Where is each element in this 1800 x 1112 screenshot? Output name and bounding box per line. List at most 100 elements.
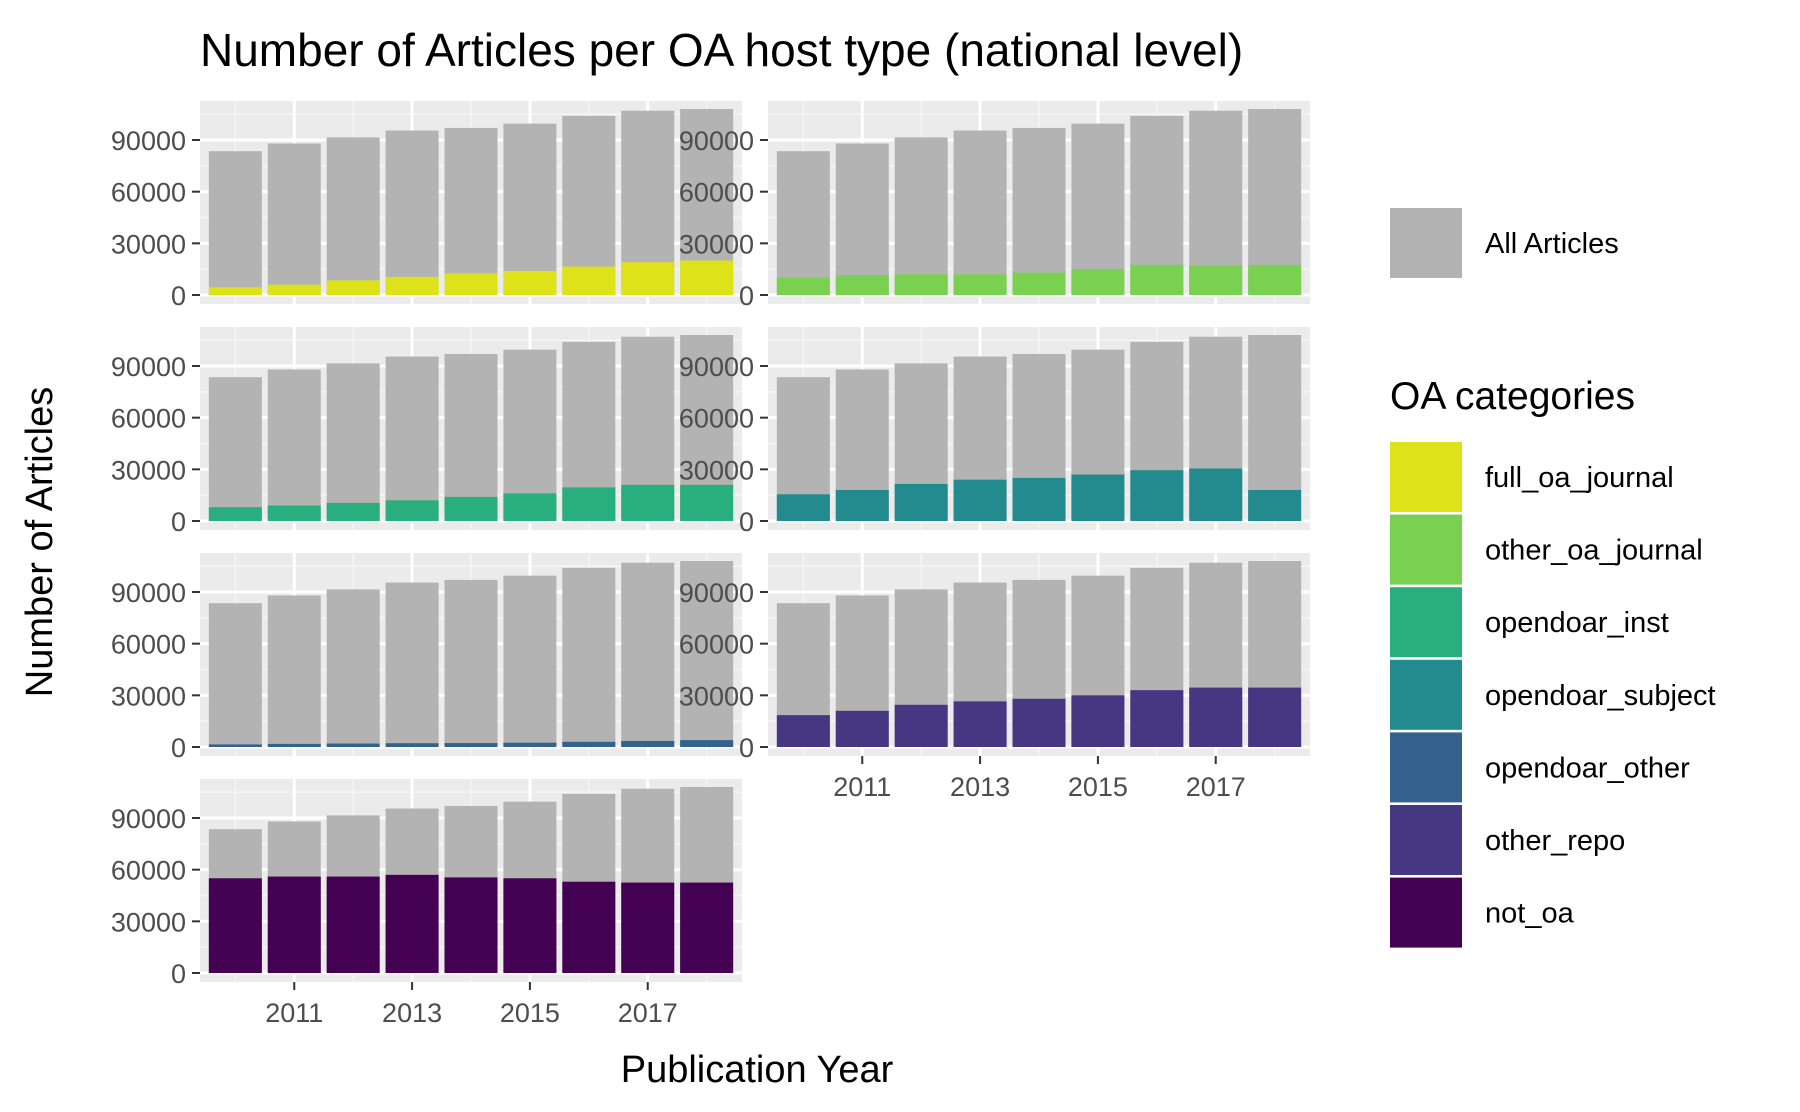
bar-full_oa_journal-2011 xyxy=(267,284,321,295)
bar-other_oa_journal-2012 xyxy=(894,274,948,295)
bar-all-articles-2010 xyxy=(776,151,830,295)
y-tick-label: 30000 xyxy=(111,455,186,485)
y-tick-label: 90000 xyxy=(111,804,186,834)
y-tick-label: 90000 xyxy=(111,352,186,382)
y-tick-label: 30000 xyxy=(679,455,754,485)
facet-panel-other_oa_journal: 0 30000 60000 90000 xyxy=(679,101,1310,311)
bar-not_oa-2017 xyxy=(621,882,675,973)
bar-other_repo-2011 xyxy=(835,710,889,747)
bar-all-articles-2010 xyxy=(208,151,262,295)
bar-full_oa_journal-2010 xyxy=(208,287,262,295)
bar-full_oa_journal-2017 xyxy=(621,262,675,295)
bar-opendoar_inst-2015 xyxy=(503,493,557,521)
x-axis-title: Publication Year xyxy=(621,1049,894,1091)
bar-all-articles-2017 xyxy=(621,562,675,747)
y-tick-label: 90000 xyxy=(679,352,754,382)
bar-opendoar_other-2012 xyxy=(326,743,380,747)
bar-all-articles-2014 xyxy=(444,579,498,747)
legend-key-other_oa_journal xyxy=(1390,514,1462,585)
bar-opendoar_subject-2010 xyxy=(776,494,830,521)
bar-all-articles-2010 xyxy=(208,377,262,521)
bar-opendoar_other-2011 xyxy=(267,743,321,747)
y-tick-label: 30000 xyxy=(111,229,186,259)
y-axis-title: Number of Articles xyxy=(19,387,61,697)
legend-key-opendoar_other xyxy=(1390,732,1462,803)
legend-key-all-articles xyxy=(1390,208,1462,278)
y-tick-label: 60000 xyxy=(111,404,186,434)
bar-not_oa-2011 xyxy=(267,876,321,973)
facet-panel-opendoar_inst: 0 30000 60000 90000 xyxy=(111,327,742,537)
bar-full_oa_journal-2015 xyxy=(503,270,557,295)
y-tick-label: 30000 xyxy=(111,681,186,711)
bar-not_oa-2012 xyxy=(326,876,380,973)
bar-other_repo-2012 xyxy=(894,704,948,747)
bar-not_oa-2010 xyxy=(208,878,262,973)
bar-other_repo-2018 xyxy=(1248,687,1302,747)
bar-all-articles-2014 xyxy=(444,127,498,295)
bar-opendoar_inst-2011 xyxy=(267,505,321,521)
legend-key-other_repo xyxy=(1390,805,1462,875)
bar-not_oa-2016 xyxy=(562,881,616,973)
bar-all-articles-2011 xyxy=(267,143,321,295)
bar-other_oa_journal-2013 xyxy=(953,274,1007,295)
bar-all-articles-2018 xyxy=(680,561,734,747)
chart-title: Number of Articles per OA host type (nat… xyxy=(200,24,1243,76)
bar-opendoar_subject-2017 xyxy=(1189,468,1243,521)
bar-opendoar_subject-2018 xyxy=(1248,490,1302,521)
bar-not_oa-2015 xyxy=(503,878,557,973)
y-tick-label: 0 xyxy=(739,507,754,537)
bar-other_repo-2010 xyxy=(776,715,830,747)
bar-other_oa_journal-2014 xyxy=(1012,272,1066,295)
bar-other_oa_journal-2016 xyxy=(1130,264,1184,295)
bar-full_oa_journal-2012 xyxy=(326,280,380,295)
bar-opendoar_other-2014 xyxy=(444,743,498,747)
bar-all-articles-2016 xyxy=(562,115,616,295)
bar-not_oa-2018 xyxy=(680,882,734,973)
legend-label-opendoar_inst: opendoar_inst xyxy=(1485,607,1669,639)
x-tick-label: 2017 xyxy=(1186,772,1246,802)
y-tick-label: 60000 xyxy=(111,178,186,208)
y-tick-label: 0 xyxy=(739,281,754,311)
bar-other_repo-2013 xyxy=(953,701,1007,747)
bar-opendoar_inst-2012 xyxy=(326,502,380,521)
bar-all-articles-2011 xyxy=(835,143,889,295)
bar-all-articles-2015 xyxy=(503,575,557,747)
y-tick-label: 60000 xyxy=(679,178,754,208)
x-tick-label: 2015 xyxy=(1068,772,1128,802)
bar-all-articles-2013 xyxy=(385,582,439,747)
bar-all-articles-2014 xyxy=(1012,127,1066,295)
bar-all-articles-2011 xyxy=(267,595,321,747)
facet-panel-not_oa: 0 30000 60000 90000 2011 2013 2015 2017 xyxy=(111,779,742,1028)
bar-all-articles-2015 xyxy=(503,123,557,295)
bar-full_oa_journal-2016 xyxy=(562,266,616,295)
bar-opendoar_subject-2015 xyxy=(1071,474,1125,521)
bar-all-articles-2014 xyxy=(444,353,498,521)
bar-not_oa-2014 xyxy=(444,877,498,973)
bar-all-articles-2012 xyxy=(894,137,948,295)
bar-all-articles-2011 xyxy=(267,369,321,521)
bar-all-articles-2016 xyxy=(562,567,616,747)
bar-full_oa_journal-2013 xyxy=(385,276,439,295)
x-tick-label: 2017 xyxy=(618,998,678,1028)
bar-full_oa_journal-2018 xyxy=(680,260,734,295)
y-tick-label: 30000 xyxy=(679,681,754,711)
bar-other_oa_journal-2011 xyxy=(835,275,889,295)
y-tick-label: 60000 xyxy=(111,856,186,886)
bar-opendoar_other-2013 xyxy=(385,743,439,747)
bar-opendoar_inst-2017 xyxy=(621,484,675,521)
bar-all-articles-2012 xyxy=(326,589,380,747)
legend-key-full_oa_journal xyxy=(1390,442,1462,512)
bar-opendoar_inst-2013 xyxy=(385,500,439,521)
bar-opendoar_subject-2011 xyxy=(835,490,889,521)
x-tick-label: 2011 xyxy=(833,772,891,802)
bar-other_oa_journal-2018 xyxy=(1248,264,1302,295)
legend-label-opendoar_subject: opendoar_subject xyxy=(1485,680,1716,712)
y-tick-label: 0 xyxy=(171,281,186,311)
bar-all-articles-2013 xyxy=(385,356,439,521)
bar-opendoar_other-2010 xyxy=(208,744,262,747)
bar-opendoar_other-2017 xyxy=(621,740,675,747)
y-tick-label: 90000 xyxy=(111,578,186,608)
y-tick-label: 0 xyxy=(739,733,754,763)
facet-panel-opendoar_subject: 0 30000 60000 90000 xyxy=(679,327,1310,537)
bar-other_repo-2016 xyxy=(1130,690,1184,747)
